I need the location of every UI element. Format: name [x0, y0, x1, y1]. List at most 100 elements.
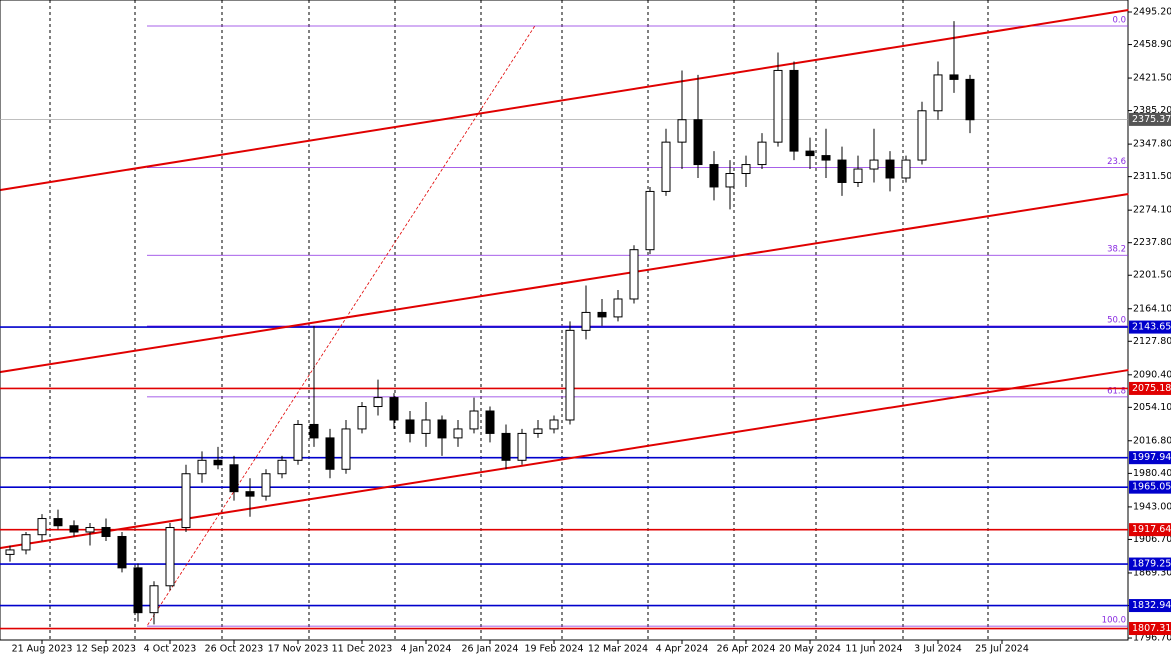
candle-body — [37, 518, 47, 536]
fib-label: 38.2 — [1107, 245, 1126, 255]
x-tick-label: 11 Jun 2024 — [845, 644, 902, 655]
x-tick-label: 12 Sep 2023 — [76, 644, 136, 655]
candle-body — [485, 410, 495, 434]
x-tick-label: 4 Jan 2024 — [401, 644, 452, 655]
candle-body — [629, 249, 639, 300]
y-tick-label: 1943.00 — [1133, 501, 1171, 512]
level-label: 1997.94 — [1132, 452, 1171, 463]
candle-body — [133, 567, 143, 614]
level-label: 1917.64 — [1132, 524, 1171, 535]
candle-body — [197, 459, 207, 475]
candle-body — [933, 74, 943, 112]
candle-body — [261, 473, 271, 497]
fib-label: 50.0 — [1107, 316, 1126, 326]
candle-body — [533, 428, 543, 434]
y-tick-label: 2421.50 — [1133, 73, 1171, 84]
y-tick-label: 1796.70 — [1133, 633, 1171, 644]
candle-body — [773, 69, 783, 143]
level-box — [1129, 557, 1171, 571]
candle-body — [21, 534, 31, 551]
y-tick-label: 2201.50 — [1133, 270, 1171, 281]
candle-body — [837, 159, 847, 183]
candle-body — [325, 437, 335, 470]
level-label: 1965.05 — [1132, 482, 1171, 493]
candle-body — [277, 459, 287, 475]
candle-body — [597, 311, 607, 318]
candle-body — [853, 168, 863, 183]
candle-body — [181, 473, 191, 529]
y-tick-label: 2347.80 — [1133, 139, 1171, 150]
candle-body — [949, 74, 959, 80]
candle-body — [789, 69, 799, 152]
candle-body — [453, 428, 463, 439]
y-tick-label: 2090.40 — [1133, 369, 1171, 380]
x-tick-label: 17 Nov 2023 — [268, 644, 329, 655]
candle-body — [357, 406, 367, 430]
candle-body — [517, 432, 527, 461]
fib-label: 61.8 — [1107, 386, 1126, 396]
candle-body — [341, 428, 351, 470]
level-box — [1129, 523, 1171, 537]
y-tick-label: 2237.80 — [1133, 237, 1171, 248]
candle-body — [165, 527, 175, 587]
level-box — [1129, 381, 1171, 395]
candle-body — [213, 459, 223, 466]
level-box — [1129, 622, 1171, 636]
candle-body — [229, 464, 239, 493]
level-box — [1129, 320, 1171, 334]
level-label: 2075.18 — [1132, 383, 1171, 394]
current-price-box — [1129, 112, 1171, 126]
trend-line — [0, 193, 1129, 374]
candle-body — [101, 527, 111, 537]
candle-body — [917, 110, 927, 161]
fib-label: 0.0 — [1112, 15, 1126, 25]
candle-body — [117, 535, 127, 569]
current-price-label: 2375.37 — [1132, 114, 1171, 125]
level-box — [1129, 480, 1171, 494]
x-tick-label: 26 Oct 2023 — [205, 644, 264, 655]
level-label: 1832.94 — [1132, 600, 1171, 611]
level-label: 1807.31 — [1132, 623, 1171, 634]
y-tick-label: 2164.10 — [1133, 303, 1171, 314]
candle-body — [693, 119, 703, 166]
candle-body — [965, 78, 975, 121]
x-tick-label: 19 Feb 2024 — [524, 644, 583, 655]
x-tick-label: 21 Aug 2023 — [12, 644, 73, 655]
candle-body — [293, 423, 303, 461]
candle-body — [645, 190, 655, 251]
candle-body — [421, 419, 431, 434]
trend-line — [0, 9, 1129, 191]
x-tick-label: 20 May 2024 — [779, 644, 841, 655]
candle-body — [309, 423, 319, 439]
y-tick-label: 1980.40 — [1133, 468, 1171, 479]
candle-body — [469, 410, 479, 430]
y-tick-label: 2054.10 — [1133, 402, 1171, 413]
candle-body — [901, 159, 911, 179]
candle-body — [581, 311, 591, 331]
candle-body — [5, 549, 15, 555]
trend-line — [147, 25, 536, 626]
candle-body — [549, 419, 559, 430]
candle-body — [869, 159, 879, 170]
y-tick-label: 2311.50 — [1133, 171, 1171, 182]
x-tick-label: 26 Jan 2024 — [462, 644, 519, 655]
candle-body — [85, 527, 95, 533]
candle-body — [245, 491, 255, 497]
candle-body — [741, 164, 751, 175]
y-tick-label: 2385.20 — [1133, 105, 1171, 116]
candle-body — [757, 141, 767, 166]
candle-body — [373, 397, 383, 408]
y-tick-label: 1906.70 — [1133, 534, 1171, 545]
x-tick-label: 26 Apr 2024 — [717, 644, 776, 655]
y-tick-label: 2495.20 — [1133, 7, 1171, 18]
y-tick-label: 2274.10 — [1133, 205, 1171, 216]
candle-body — [805, 150, 815, 157]
x-tick-label: 4 Apr 2024 — [656, 644, 709, 655]
y-tick-label: 2458.90 — [1133, 39, 1171, 50]
candle-body — [661, 141, 671, 192]
x-tick-label: 4 Oct 2023 — [144, 644, 197, 655]
candle-body — [709, 164, 719, 188]
candle-body — [405, 419, 415, 434]
candle-body — [885, 159, 895, 179]
